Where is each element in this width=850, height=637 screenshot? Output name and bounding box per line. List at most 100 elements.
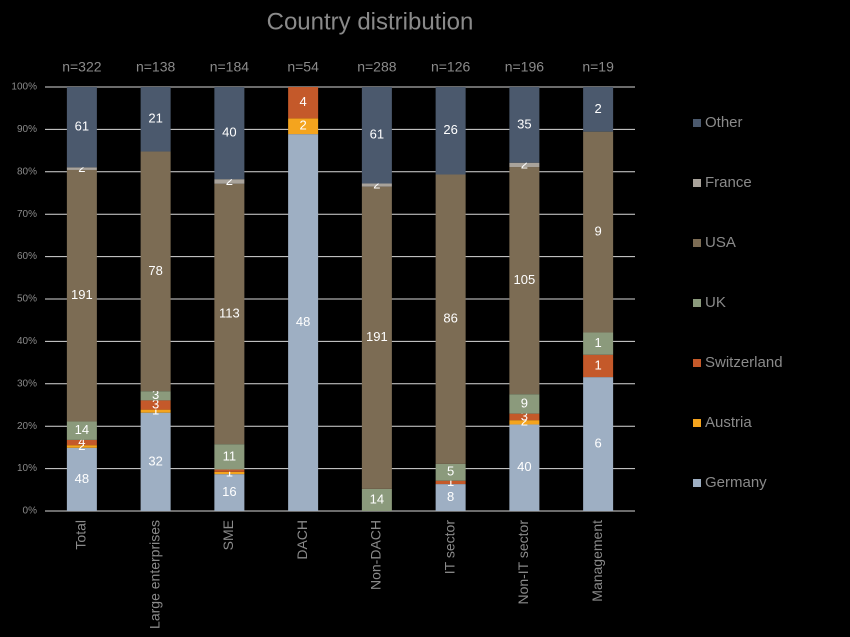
bar-segment	[435, 463, 466, 481]
bar-segment	[66, 445, 97, 448]
data-label: 2	[78, 160, 85, 175]
bar-segment	[509, 162, 540, 168]
chart-title: Country distribution	[267, 8, 474, 35]
data-label: 78	[148, 263, 162, 278]
bar-segment	[66, 87, 97, 168]
bar-segment	[435, 484, 466, 511]
y-tick-label: 60%	[17, 251, 37, 262]
bar-segment	[214, 444, 245, 470]
bar-segment	[214, 474, 245, 511]
data-label: 40	[517, 459, 531, 474]
bar-segment	[214, 179, 245, 184]
n-label: n=54	[287, 59, 319, 75]
legend-swatch	[693, 239, 701, 247]
data-label: 113	[219, 305, 240, 320]
data-label: 11	[223, 448, 237, 463]
bar-segment	[214, 469, 245, 472]
data-label: 2	[300, 118, 307, 133]
data-label: 3	[152, 396, 159, 411]
bar-segment	[435, 174, 466, 464]
bar-segment	[509, 394, 540, 414]
y-tick-label: 80%	[17, 166, 37, 177]
data-label: 8	[447, 489, 454, 504]
y-tick-label: 40%	[17, 336, 37, 347]
legend-swatch	[693, 299, 701, 307]
legend-label: Other	[705, 114, 743, 131]
x-tick-label: Large enterprises	[146, 520, 162, 629]
data-label: 14	[370, 491, 384, 506]
data-label: 26	[443, 122, 457, 137]
bar-segment	[583, 354, 614, 378]
bar-segment	[140, 400, 171, 410]
y-tick-label: 30%	[17, 378, 37, 389]
n-label: n=126	[431, 59, 471, 75]
data-label: 191	[366, 329, 388, 344]
data-label: 105	[514, 272, 536, 287]
bar-segment	[509, 424, 540, 511]
data-label: 1	[595, 357, 602, 372]
data-label: 86	[443, 311, 457, 326]
x-tick-label: Management	[589, 520, 605, 602]
x-tick-label: DACH	[294, 520, 310, 560]
n-label: n=322	[62, 59, 102, 75]
bar-segment	[509, 87, 540, 163]
n-label: n=196	[505, 59, 545, 75]
y-tick-label: 100%	[11, 82, 37, 93]
data-label: 2	[78, 438, 85, 453]
bar-segment	[214, 87, 245, 180]
x-tick-label: Non-DACH	[368, 520, 384, 590]
bar-segment	[66, 447, 97, 511]
x-tick-label: SME	[220, 520, 236, 550]
data-label: 1	[152, 403, 159, 418]
bar-segment	[66, 439, 97, 446]
data-label: 16	[222, 484, 236, 499]
data-label: 2	[373, 177, 380, 192]
legend-label: USA	[705, 234, 736, 251]
bar-segment	[361, 488, 392, 511]
bar-segment	[435, 480, 466, 485]
data-label: 40	[222, 125, 236, 140]
bar-segment	[214, 471, 245, 475]
bar-segment	[509, 420, 540, 425]
legend-label: Germany	[705, 474, 767, 491]
legend-swatch	[693, 419, 701, 427]
data-label: 61	[75, 119, 89, 134]
bar-segment	[66, 169, 97, 422]
n-label: n=288	[357, 59, 397, 75]
bar-segment	[140, 151, 171, 392]
data-label: 191	[71, 287, 93, 302]
bar-segment	[66, 421, 97, 440]
data-label: 2	[521, 414, 528, 429]
bar-segment	[288, 118, 319, 135]
data-label: 4	[78, 434, 85, 449]
data-label: 3	[152, 387, 159, 402]
data-label: 48	[296, 314, 310, 329]
bar-segment	[583, 332, 614, 355]
n-label: n=138	[136, 59, 176, 75]
bar-segment	[140, 409, 171, 413]
data-label: 14	[75, 422, 89, 437]
bar-segment	[361, 183, 392, 187]
bar-segment	[435, 87, 466, 175]
data-label: 48	[75, 471, 89, 486]
bar-segment	[140, 412, 171, 511]
data-label: 1	[447, 474, 454, 489]
legend-swatch	[693, 179, 701, 187]
legend-label: UK	[705, 294, 726, 311]
y-tick-label: 20%	[17, 421, 37, 432]
bar-segment	[66, 167, 97, 170]
legend-label: Switzerland	[705, 354, 783, 371]
bar-segment	[214, 183, 245, 445]
legend-label: Austria	[705, 414, 752, 431]
data-label: 9	[595, 223, 602, 238]
bar-segment	[288, 87, 319, 119]
data-label: 32	[148, 453, 162, 468]
n-label: n=184	[210, 59, 250, 75]
data-label: 6	[595, 435, 602, 450]
bar-segment	[288, 134, 319, 511]
bar-segment	[361, 87, 392, 184]
legend-swatch	[693, 479, 701, 487]
data-label: 9	[521, 395, 528, 410]
y-tick-label: 0%	[23, 506, 38, 517]
